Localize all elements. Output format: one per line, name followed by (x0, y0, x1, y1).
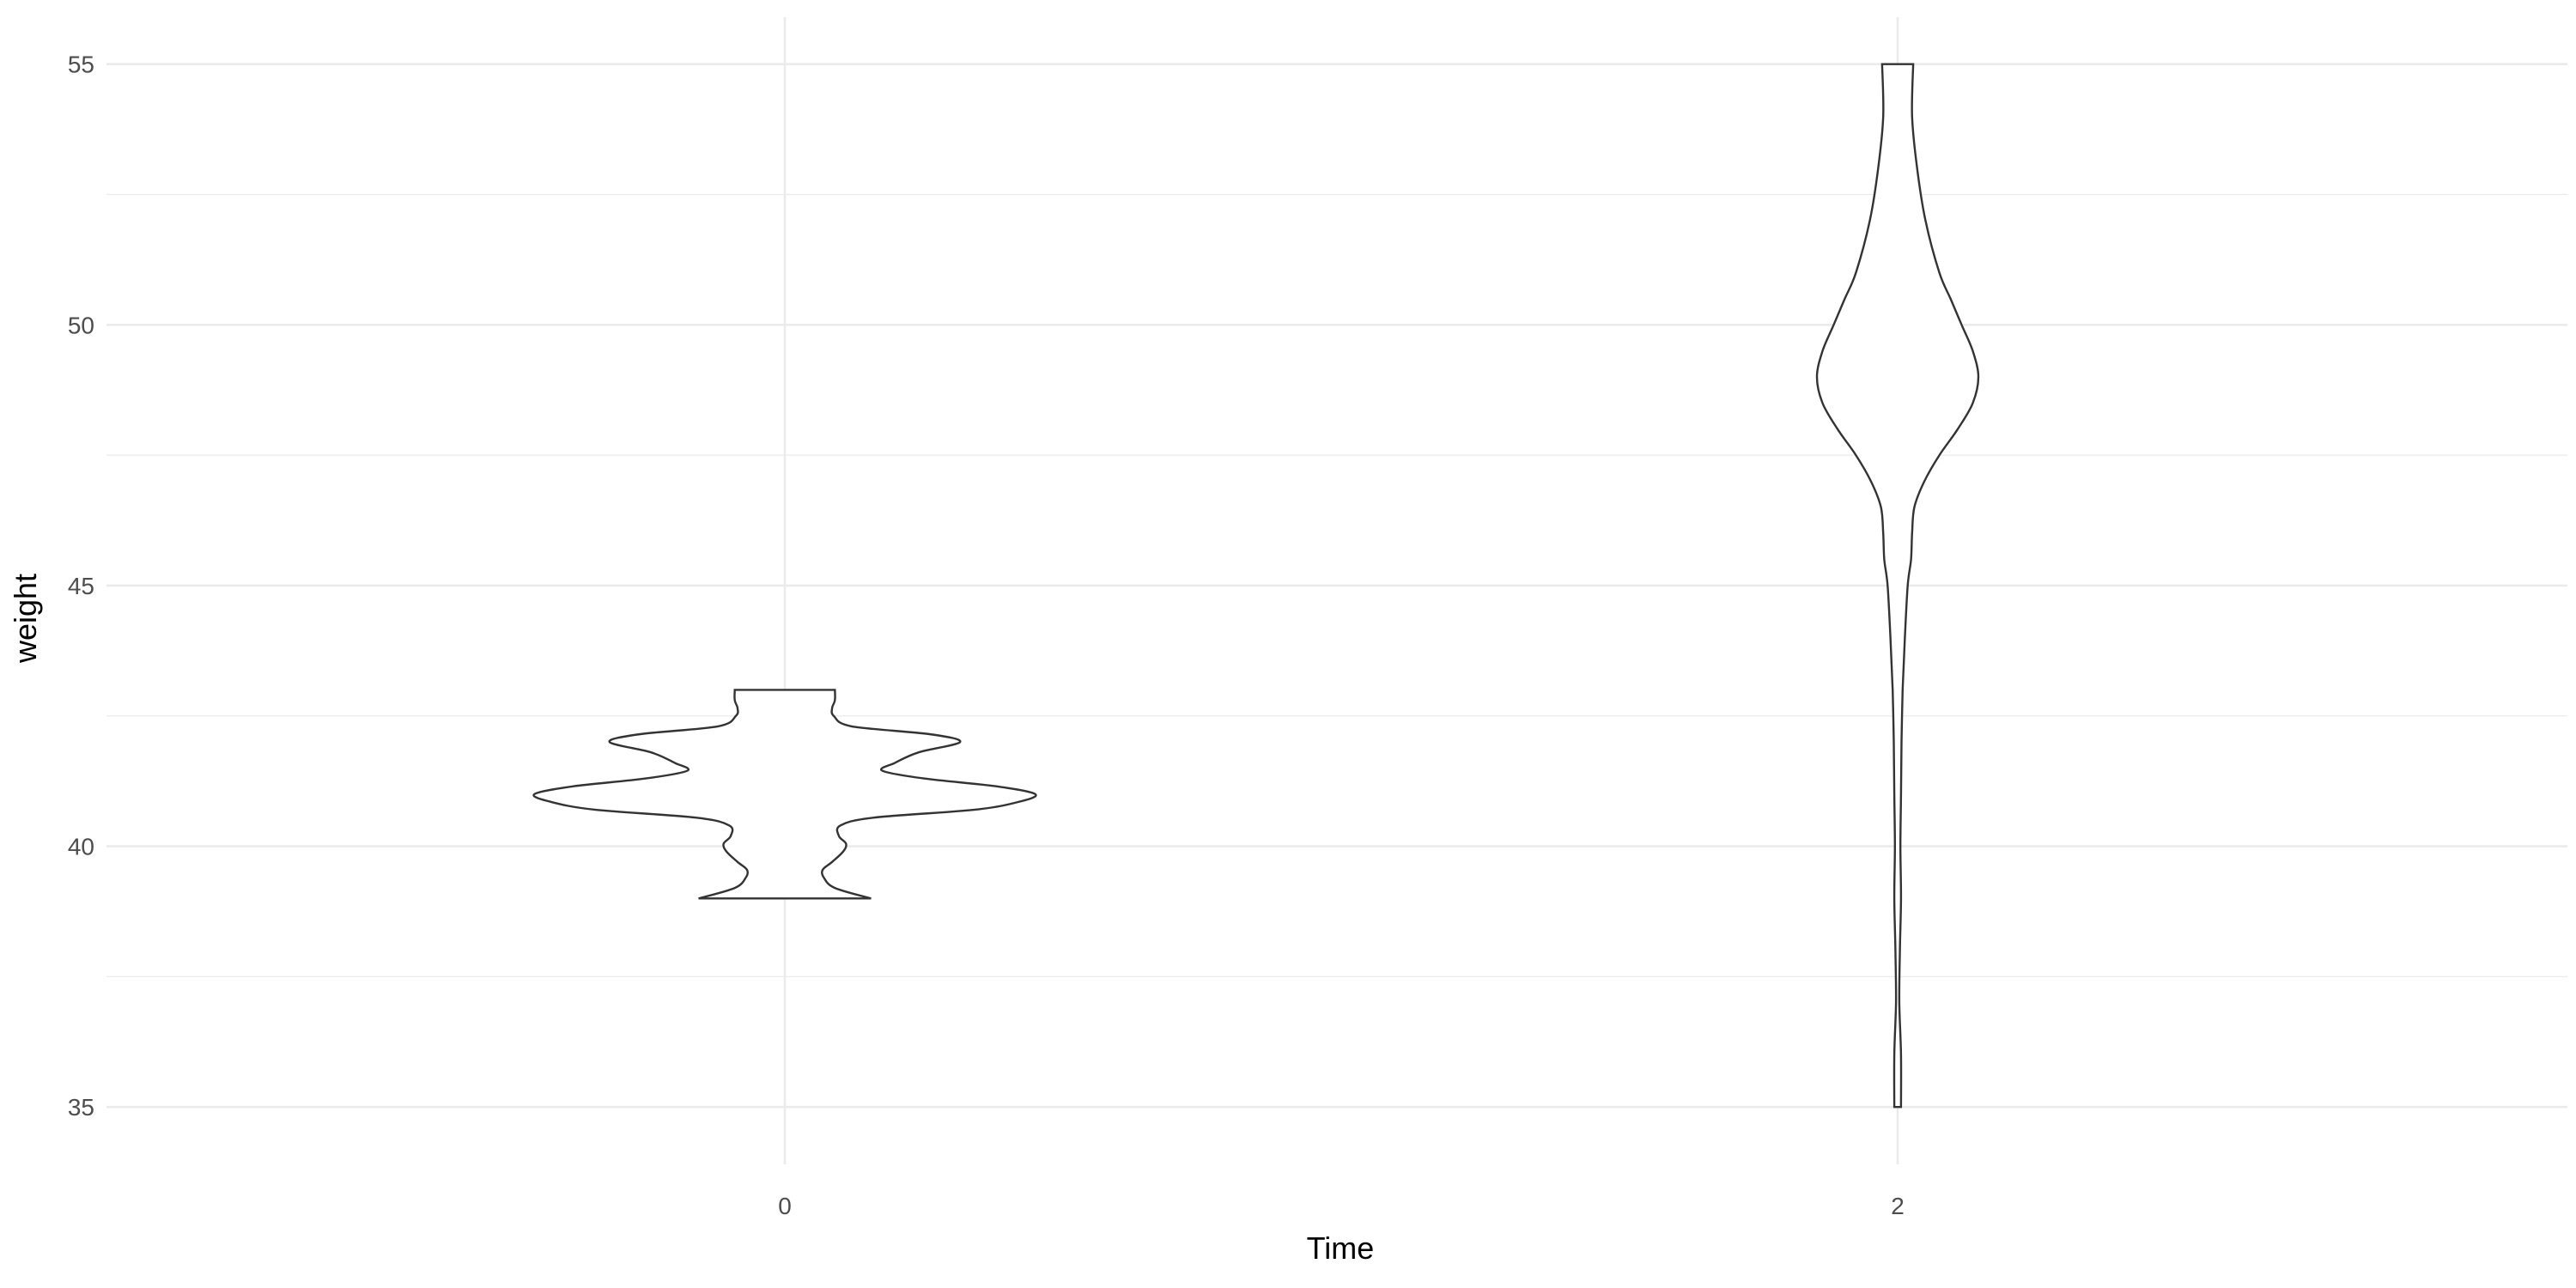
violin-2 (1815, 63, 1980, 1109)
y-tick-label: 50 (68, 312, 94, 338)
grid-lines (106, 17, 2567, 1164)
y-tick-label: 55 (68, 52, 94, 78)
violin-0 (532, 689, 1037, 900)
y-tick-label: 35 (68, 1094, 94, 1121)
y-axis-title: weight (8, 574, 43, 664)
y-axis-tick-labels: 35 40 45 50 55 (68, 52, 94, 1121)
y-tick-label: 45 (68, 573, 94, 599)
violins (532, 63, 1980, 1109)
x-axis-title: Time (1307, 1230, 1375, 1266)
x-tick-label: 0 (778, 1193, 792, 1219)
y-tick-label: 40 (68, 834, 94, 860)
x-tick-label: 2 (1891, 1193, 1905, 1219)
